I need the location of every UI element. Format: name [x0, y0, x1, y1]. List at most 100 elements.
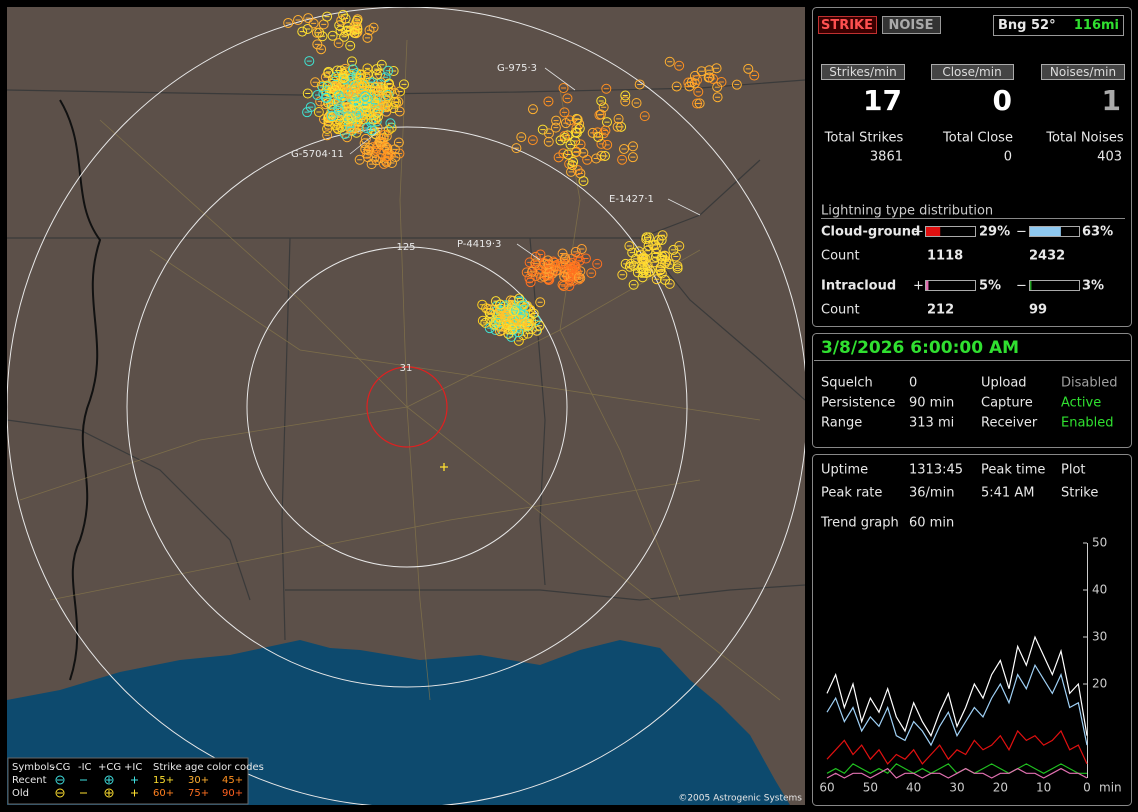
- bar: [926, 227, 941, 236]
- legend-box: [7, 757, 249, 805]
- strike-symbol: [322, 80, 333, 91]
- distance: 116mi: [1074, 18, 1119, 33]
- strike-symbol: [704, 65, 715, 76]
- strike-symbol: [346, 56, 357, 67]
- strike-symbol: [376, 59, 387, 70]
- total-value: 403: [1097, 150, 1122, 165]
- strike-symbol: [671, 81, 682, 92]
- type-name: Cloud-ground: [821, 225, 920, 240]
- range-rings: [7, 7, 805, 805]
- count: 1118: [927, 249, 963, 264]
- strike-symbol: [398, 79, 409, 90]
- x-tick-label: 60: [819, 781, 834, 795]
- strike-symbol: [655, 262, 666, 273]
- strike-symbol: [393, 137, 404, 148]
- stat-label: Trend graph: [820, 516, 899, 531]
- strike-symbol: [651, 248, 662, 259]
- legend-label: Strike age color codes: [153, 762, 264, 773]
- strike-symbol: [566, 166, 577, 177]
- status-value: Disabled: [1061, 376, 1117, 391]
- strike-symbol: [333, 38, 344, 49]
- strike-symbol: [318, 19, 329, 30]
- distribution: Cloud-ground+ −29% 63%Count 1118 2432Intracl…: [821, 225, 1113, 318]
- strike-symbol: [352, 15, 363, 26]
- strike-symbol: [712, 92, 723, 103]
- strike-symbol: [364, 142, 375, 153]
- strike-symbol: [557, 279, 568, 290]
- strike-button-label[interactable]: STRIKE: [821, 18, 873, 33]
- strike-symbol: [555, 135, 566, 146]
- strike-symbol: [592, 258, 603, 269]
- strike-symbol: [315, 96, 326, 107]
- x-tick-label: 50: [863, 781, 878, 795]
- strike-symbol: [674, 60, 685, 71]
- strike-symbol: [707, 73, 718, 84]
- strike-button[interactable]: [818, 16, 877, 34]
- strike-symbol: [361, 123, 372, 133]
- noise-button[interactable]: [882, 16, 941, 34]
- strike-symbol: [641, 232, 652, 243]
- strike-symbol: [310, 77, 321, 88]
- strike-label: E-1427·1: [609, 194, 654, 205]
- stat-label: Plot: [1061, 463, 1086, 478]
- strike-symbol: [343, 114, 354, 125]
- bar: [1030, 281, 1032, 290]
- strike-symbol: [360, 93, 371, 104]
- status-value: 0: [909, 376, 917, 391]
- legend-label: Symbols: [12, 762, 54, 773]
- status-value: 313 mi: [909, 416, 954, 431]
- trend-line: [826, 729, 1088, 765]
- strike-symbol: [637, 254, 648, 265]
- strike-symbol: [572, 114, 583, 125]
- strike-symbol: [327, 30, 338, 41]
- strike-symbol: [602, 139, 613, 150]
- strike-symbol: [379, 100, 390, 111]
- strike-symbol: [338, 9, 349, 20]
- strike-symbol: [339, 116, 350, 127]
- strike-symbol: [333, 90, 344, 101]
- panel: [812, 454, 1132, 806]
- status-label: Capture: [981, 396, 1033, 411]
- strike-symbol: [664, 56, 675, 67]
- strike-symbol: [308, 18, 319, 29]
- strike-symbol: [731, 79, 742, 90]
- strike-symbol: [333, 103, 344, 114]
- status-value: 90 min: [909, 396, 954, 411]
- strike-symbol: [345, 40, 356, 51]
- stat-value: Strike: [1061, 486, 1098, 501]
- strike-symbol: [330, 120, 341, 131]
- strike-symbol: [640, 253, 651, 264]
- age-code: 75+: [188, 788, 209, 799]
- strike-symbol: [283, 17, 294, 28]
- strike-symbol: [507, 324, 518, 335]
- strike-symbol: [337, 92, 348, 103]
- strike-symbol: [484, 313, 495, 324]
- strike-symbol: [527, 265, 538, 276]
- bar-track: [925, 280, 976, 291]
- strike-symbol: [366, 125, 377, 136]
- strike-symbol: [380, 72, 391, 83]
- strike-symbol: [551, 259, 562, 270]
- strike-symbol: [349, 28, 360, 39]
- strike-symbol: [503, 328, 514, 339]
- strike-symbol: [674, 241, 685, 251]
- strike-symbol: [360, 101, 371, 112]
- stat-value: 1313:45: [909, 463, 963, 478]
- rate-value: 1: [1102, 84, 1121, 117]
- count-label: Count: [821, 249, 860, 264]
- noise-button-label[interactable]: NOISE: [888, 18, 933, 33]
- strike-symbol: [576, 244, 587, 255]
- strike-symbol: [543, 128, 554, 139]
- receiver-marker: [440, 463, 448, 471]
- ring-label: 31: [400, 363, 413, 374]
- age-code: 90+: [222, 788, 243, 799]
- strike-symbol: [696, 66, 707, 77]
- stat-value: 60 min: [909, 516, 954, 531]
- stat-value: 36/min: [909, 486, 954, 501]
- strike-symbol: [601, 83, 612, 94]
- strike-symbol: [575, 139, 586, 150]
- strike-symbol: [371, 155, 382, 166]
- strike-symbol: [598, 102, 609, 113]
- strike-symbol: [672, 263, 683, 274]
